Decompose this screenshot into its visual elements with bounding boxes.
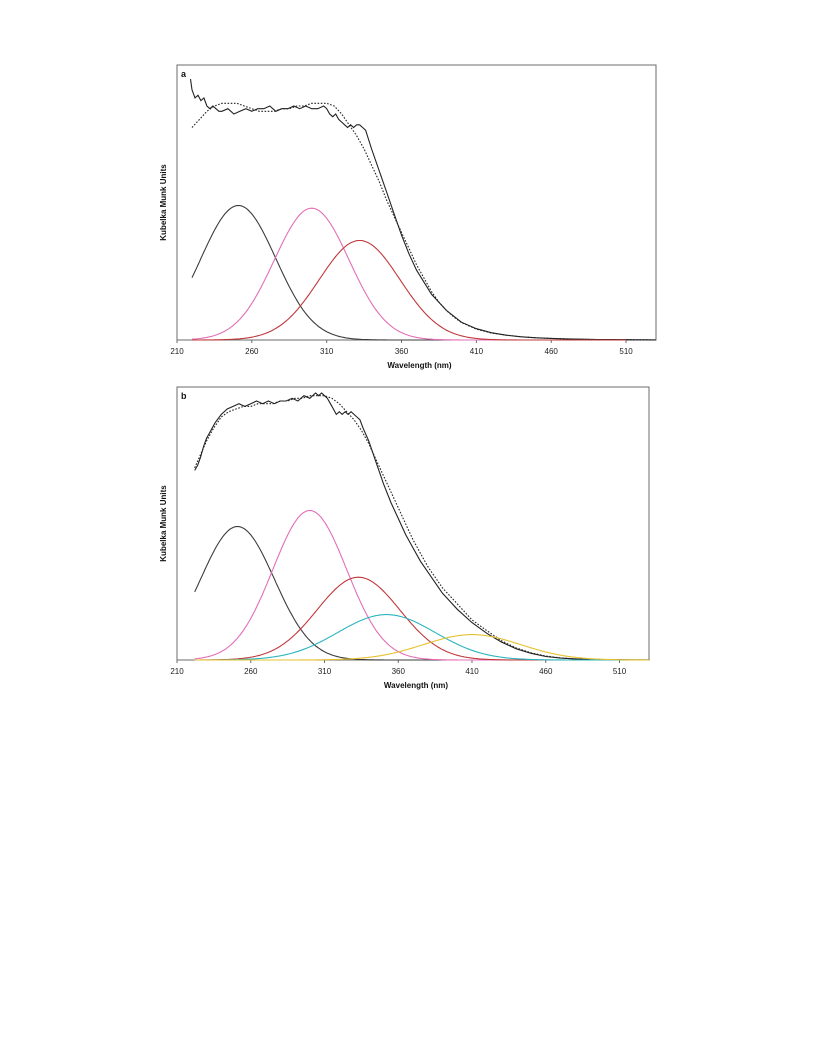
x-tick-label: 360	[392, 667, 406, 676]
panel-label: a	[181, 69, 187, 79]
y-axis-title: Kubelka Munk Units	[159, 164, 168, 241]
gaussian-component-line	[194, 634, 649, 661]
gaussian-component-line	[194, 525, 605, 661]
x-tick-label: 260	[244, 667, 258, 676]
x-axis-title: Wavelength (nm)	[384, 681, 448, 690]
x-tick-label: 410	[465, 667, 479, 676]
plot-frame	[176, 64, 657, 341]
gaussian-component-line	[192, 239, 627, 341]
x-tick-label: 210	[170, 667, 184, 676]
gaussian-component-line	[194, 614, 649, 661]
gaussian-component-line	[191, 207, 612, 341]
x-tick-label: 210	[170, 347, 184, 356]
plot-frame	[176, 386, 650, 661]
measured-spectrum-line	[189, 79, 657, 341]
x-tick-label: 360	[395, 347, 409, 356]
x-tick-label: 460	[545, 347, 559, 356]
x-tick-label: 310	[318, 667, 332, 676]
panel-label: b	[181, 391, 187, 401]
chart-panel-a: 210 260 310 360 410 460 510 Wavelength (nm) Kube…	[159, 64, 657, 370]
fit-envelope-line	[191, 102, 657, 341]
x-tick-label: 510	[619, 347, 633, 356]
x-axis-title: Wavelength (nm)	[387, 361, 451, 370]
x-tick-label: 510	[613, 667, 627, 676]
gaussian-component-line	[191, 204, 612, 341]
x-tick-label: 260	[245, 347, 259, 356]
x-tick-label: 410	[470, 347, 484, 356]
measured-spectrum-line	[194, 392, 649, 661]
y-axis-title: Kubelka Munk Units	[159, 485, 168, 562]
fit-envelope-line	[194, 395, 649, 661]
x-tick-label: 460	[539, 667, 553, 676]
chart-panel-b: 210 260 310 360 410 460 510 Wavelength (nm) Kube…	[159, 386, 650, 690]
gaussian-component-line	[194, 509, 605, 661]
x-tick-label: 310	[320, 347, 334, 356]
